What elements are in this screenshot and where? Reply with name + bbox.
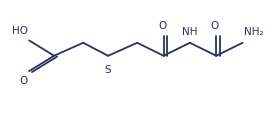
Text: O: O	[211, 21, 219, 31]
Text: NH: NH	[182, 27, 198, 37]
Text: O: O	[20, 76, 28, 86]
Text: NH₂: NH₂	[244, 27, 263, 37]
Text: O: O	[158, 21, 166, 31]
Text: HO: HO	[12, 26, 28, 36]
Text: S: S	[105, 65, 111, 75]
